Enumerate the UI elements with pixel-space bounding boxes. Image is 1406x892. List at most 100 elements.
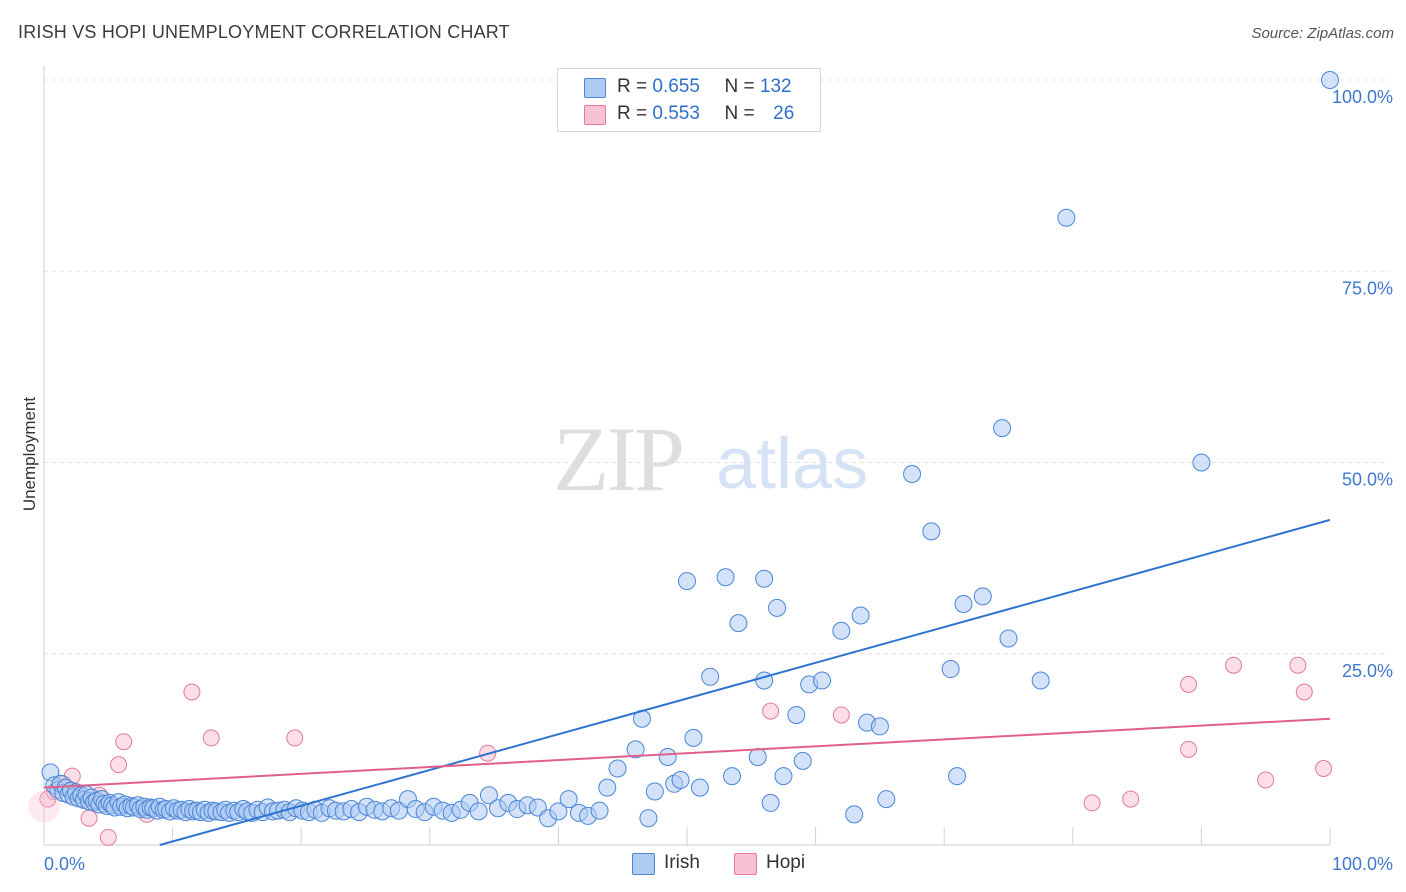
hopi-point (1295, 683, 1313, 701)
irish-point (755, 569, 774, 588)
hopi-point (110, 756, 128, 774)
irish-point (768, 598, 787, 617)
irish-point (559, 790, 578, 809)
legend-irish-r-value: 0.655 (652, 76, 700, 97)
hopi-trendline (43, 717, 1331, 789)
hopi-point (1180, 675, 1198, 693)
irish-point (590, 801, 609, 820)
irish-point (479, 786, 498, 805)
irish-point (729, 614, 748, 633)
chart-title: IRISH VS HOPI UNEMPLOYMENT CORRELATION C… (18, 22, 510, 42)
y-tick-label: 75.0% (1342, 278, 1393, 298)
hopi-point (1289, 656, 1307, 674)
irish-point (1031, 671, 1050, 690)
irish-trendline (159, 518, 1331, 846)
irish-point (748, 748, 767, 767)
irish-point (671, 770, 690, 789)
legend-hopi-text: R = 0.553 N = 26 (617, 103, 794, 125)
hopi-legend-icon (734, 853, 757, 875)
hopi-point (99, 828, 117, 846)
irish-point (922, 522, 941, 541)
irish-point (678, 572, 696, 591)
legend-hopi-n-label: N = (724, 103, 755, 124)
hopi-point (286, 729, 304, 747)
irish-point (948, 767, 967, 786)
hopi-point (832, 706, 850, 724)
irish-point (973, 587, 992, 606)
irish-point (851, 606, 870, 625)
hopi-point-large (28, 790, 60, 823)
irish-point (645, 782, 664, 801)
legend-hopi-r-value: 0.553 (652, 103, 700, 124)
irish-point (723, 767, 742, 786)
zipatlas-watermark: ZIP atlas (553, 408, 868, 510)
hopi-point (80, 809, 98, 827)
irish-point (903, 464, 922, 483)
watermark-atlas-text: atlas (716, 424, 868, 504)
irish-point (690, 778, 709, 797)
irish-point (469, 802, 488, 821)
irish-point (813, 671, 832, 690)
irish-point (639, 809, 658, 828)
irish-point (761, 793, 780, 812)
hopi-point (202, 729, 220, 747)
legend-irish-r-label: R = (617, 76, 648, 97)
irish-point (774, 767, 793, 786)
irish-swatch-icon (584, 78, 606, 98)
irish-point (684, 728, 703, 747)
hopi-point (1257, 771, 1275, 789)
irish-point (993, 419, 1012, 438)
hopi-point (183, 683, 201, 701)
irish-point (701, 667, 720, 686)
hopi-point (1225, 656, 1243, 674)
irish-point (845, 805, 864, 824)
legend-hopi-r-label: R = (617, 103, 648, 124)
trendlines (43, 518, 1331, 846)
tick-labels: 25.0% 50.0% 75.0% 100.0% 0.0% 100.0% (44, 87, 1393, 874)
watermark-zip-text: ZIP (553, 408, 682, 510)
irish-point (549, 802, 568, 821)
legend-irish-text: R = 0.655 N = 132 (617, 76, 792, 98)
irish-series (41, 71, 1339, 828)
irish-point (787, 705, 806, 724)
irish-point (832, 621, 851, 640)
irish-point (1321, 71, 1339, 89)
hopi-point (1315, 760, 1333, 777)
irish-point (954, 595, 973, 614)
x-tick-label: 0.0% (44, 854, 85, 874)
x-tick-label: 100.0% (1332, 854, 1393, 874)
source-attribution[interactable]: Source: ZipAtlas.com (1251, 25, 1394, 42)
irish-point (1192, 453, 1211, 472)
hopi-swatch-icon (584, 105, 606, 125)
axes (43, 66, 1331, 846)
bottom-legend-irish-label: Irish (664, 852, 700, 873)
hopi-point (115, 733, 133, 751)
irish-point (877, 790, 896, 809)
irish-point (1057, 208, 1076, 227)
irish-point (716, 568, 735, 587)
irish-point (999, 629, 1018, 648)
irish-point (626, 740, 645, 759)
hopi-point (1083, 794, 1101, 812)
hopi-point (1180, 740, 1198, 758)
gridlines (44, 79, 1390, 655)
irish-point (793, 751, 812, 770)
irish-point (598, 778, 617, 797)
irish-legend-icon (632, 853, 655, 875)
y-tick-label: 100.0% (1332, 87, 1393, 107)
irish-point (608, 759, 627, 778)
irish-point (870, 717, 889, 736)
irish-point (941, 660, 960, 679)
hopi-point (1122, 790, 1140, 808)
y-tick-label: 50.0% (1342, 470, 1393, 490)
hopi-point (762, 702, 780, 720)
y-tick-label: 25.0% (1342, 661, 1393, 681)
legend-irish-n-value: 132 (759, 76, 792, 97)
legend-irish-n-label: N = (724, 76, 755, 97)
y-axis-label: Unemployment (20, 396, 39, 512)
bottom-legend-hopi-label: Hopi (766, 852, 806, 873)
correlation-legend: R = 0.655 N = 132 R = 0.553 N = 26 (557, 68, 821, 132)
legend-hopi-n-value: 26 (773, 103, 795, 124)
irish-point (658, 748, 677, 767)
